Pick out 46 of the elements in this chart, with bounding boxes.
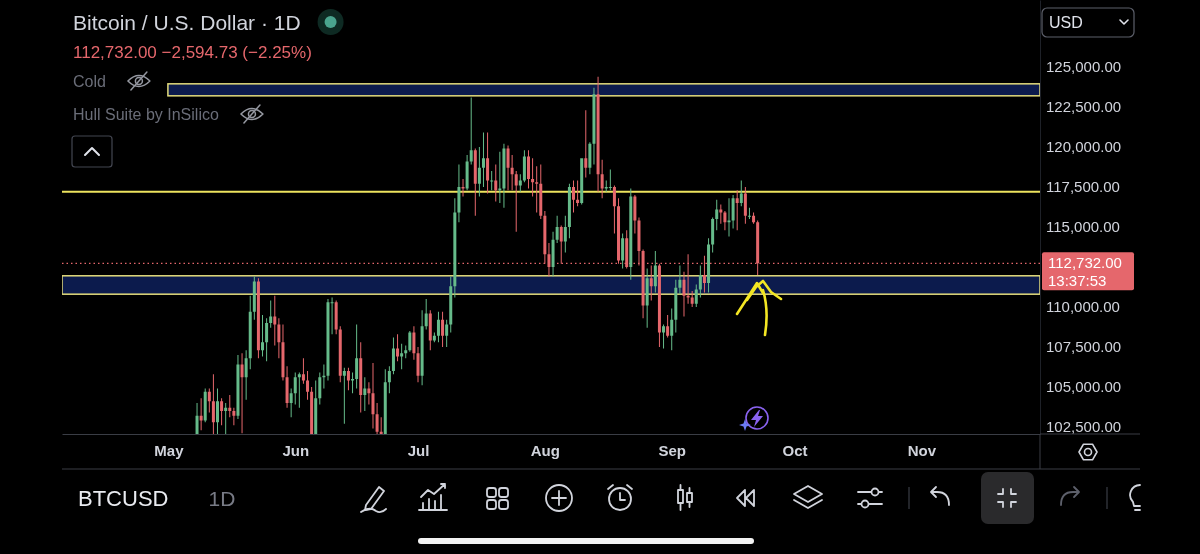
- y-tick-label: 125,000.00: [1046, 58, 1122, 76]
- text: USD: [1049, 14, 1083, 31]
- y-tick-label: 117,500.00: [1046, 178, 1120, 196]
- candlestick: [735, 190, 739, 231]
- candlestick: [531, 158, 535, 197]
- annotation: Cold: [73, 73, 106, 90]
- text: BTCUSD: [78, 486, 169, 511]
- candlestick: [727, 198, 731, 237]
- y-tick-label: 110,000.00: [1046, 298, 1120, 316]
- x-tick-label: May: [154, 441, 185, 459]
- candlestick: [342, 367, 346, 424]
- candlestick: [584, 110, 588, 178]
- x-tick-label: Jul: [407, 441, 430, 459]
- candlestick: [535, 166, 539, 213]
- candlestick: [686, 254, 690, 304]
- x-tick-label: Jun: [282, 441, 310, 459]
- x-tick-label: Sep: [658, 441, 686, 459]
- ref-line-label: 112,732.00: [1048, 254, 1122, 272]
- annotation: Hull Suite by InSilico: [73, 106, 219, 123]
- text: 13:37:53: [1048, 272, 1107, 290]
- candlestick: [498, 151, 502, 203]
- candlestick: [199, 398, 203, 431]
- y-tick-label: 107,500.00: [1046, 338, 1122, 356]
- x-tick-label: Aug: [530, 441, 560, 459]
- y-tick-label: 122,500.00: [1046, 98, 1122, 116]
- x-tick-label: Nov: [907, 441, 937, 459]
- candlestick: [351, 372, 355, 394]
- candlestick: [608, 169, 612, 191]
- candlestick: [400, 343, 404, 370]
- y-tick-label: 115,000.00: [1046, 218, 1120, 236]
- text: 1D: [208, 487, 236, 510]
- y-tick-label: 102,500.00: [1046, 418, 1122, 436]
- candlestick: [747, 207, 751, 219]
- x-tick-label: Oct: [782, 441, 808, 459]
- candlestick: [719, 204, 723, 224]
- candlestick: [297, 372, 301, 408]
- text: 112,732.00 −2,594.73 (−2.25%): [73, 43, 312, 62]
- y-tick-label: 120,000.00: [1046, 138, 1122, 156]
- candlestick: [379, 417, 383, 434]
- text: Bitcoin / U.S. Dollar · 1D: [73, 11, 301, 34]
- candlestick: [322, 364, 326, 389]
- candlestick: [330, 297, 334, 335]
- candlestick: [461, 179, 465, 197]
- candlestick: [224, 402, 228, 434]
- candlestick: [490, 171, 494, 191]
- y-tick-label: 105,000.00: [1046, 378, 1122, 396]
